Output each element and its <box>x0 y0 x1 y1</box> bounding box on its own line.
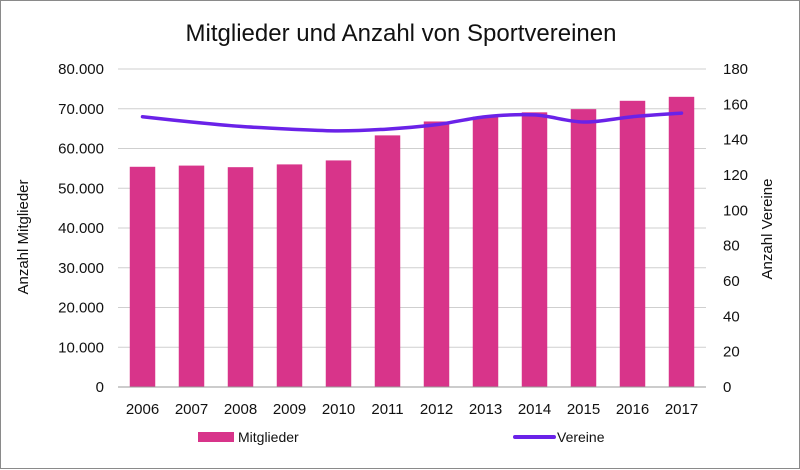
x-tick-label: 2011 <box>371 401 403 418</box>
legend-label-mitglieder: Mitglieder <box>238 429 299 445</box>
y-right-tick-label: 40 <box>723 308 740 325</box>
chart-title: Mitglieder und Anzahl von Sportvereinen <box>186 20 617 47</box>
bar-mitglieder <box>423 121 450 387</box>
y-left-tick-label: 20.000 <box>58 300 104 317</box>
bar-mitglieder <box>178 165 205 387</box>
bar-mitglieder <box>668 96 695 387</box>
bar-mitglieder <box>374 135 401 387</box>
gridlines <box>118 68 706 348</box>
y-axis-left-ticks: 0 10.000 20.000 30.000 40.000 50.000 60.000 70.… <box>58 61 104 396</box>
y-left-tick-label: 40.000 <box>58 220 104 237</box>
y-left-tick-label: 70.000 <box>58 101 104 118</box>
x-tick-label: 2008 <box>224 401 257 418</box>
x-tick-label: 2013 <box>469 401 502 418</box>
y-right-tick-label: 180 <box>723 61 748 78</box>
y-right-tick-label: 140 <box>723 132 748 149</box>
legend: Mitglieder Vereine <box>198 429 605 445</box>
bar-mitglieder <box>472 116 499 387</box>
bar-mitglieder <box>227 167 254 387</box>
y-left-tick-label: 60.000 <box>58 141 104 158</box>
y-left-tick-label: 10.000 <box>58 339 104 356</box>
bar-mitglieder <box>129 166 156 387</box>
y-right-tick-label: 0 <box>723 379 731 396</box>
x-tick-label: 2017 <box>665 401 698 418</box>
bar-mitglieder <box>619 100 646 388</box>
y-right-tick-label: 80 <box>723 238 740 255</box>
bar-mitglieder <box>276 164 303 387</box>
legend-swatch-mitglieder <box>198 432 234 442</box>
y-right-tick-label: 120 <box>723 167 748 184</box>
x-tick-label: 2014 <box>518 401 551 418</box>
x-tick-label: 2010 <box>322 401 355 418</box>
y-right-tick-label: 20 <box>723 344 740 361</box>
bar-mitglieder <box>521 112 548 387</box>
y-left-tick-label: 30.000 <box>58 260 104 277</box>
y-left-tick-label: 80.000 <box>58 61 104 78</box>
y-right-tick-label: 160 <box>723 96 748 113</box>
x-tick-label: 2007 <box>175 401 208 418</box>
y-axis-right-ticks: 0 20 40 60 80 100 120 140 160 180 <box>723 61 748 396</box>
y-left-tick-label: 0 <box>96 379 104 396</box>
y-left-tick-label: 50.000 <box>58 180 104 197</box>
y-axis-right-label: Anzahl Vereine <box>759 179 776 280</box>
line-vereine <box>140 111 684 133</box>
line-series-vereine <box>140 111 684 133</box>
x-tick-label: 2012 <box>420 401 453 418</box>
x-tick-label: 2016 <box>616 401 649 418</box>
bar-series-mitglieder <box>129 96 695 388</box>
bar-mitglieder <box>325 160 352 387</box>
y-right-tick-label: 60 <box>723 273 740 290</box>
y-axis-left-label: Anzahl Mitglieder <box>15 179 32 294</box>
x-tick-label: 2006 <box>126 401 159 418</box>
x-tick-label: 2009 <box>273 401 306 418</box>
y-right-tick-label: 100 <box>723 202 748 219</box>
x-axis-ticks: 2006 2007 2008 2009 2010 2011 2012 2013 2014 2015… <box>126 401 698 418</box>
bar-mitglieder <box>570 109 597 388</box>
x-tick-label: 2015 <box>567 401 600 418</box>
legend-label-vereine: Vereine <box>557 429 605 445</box>
